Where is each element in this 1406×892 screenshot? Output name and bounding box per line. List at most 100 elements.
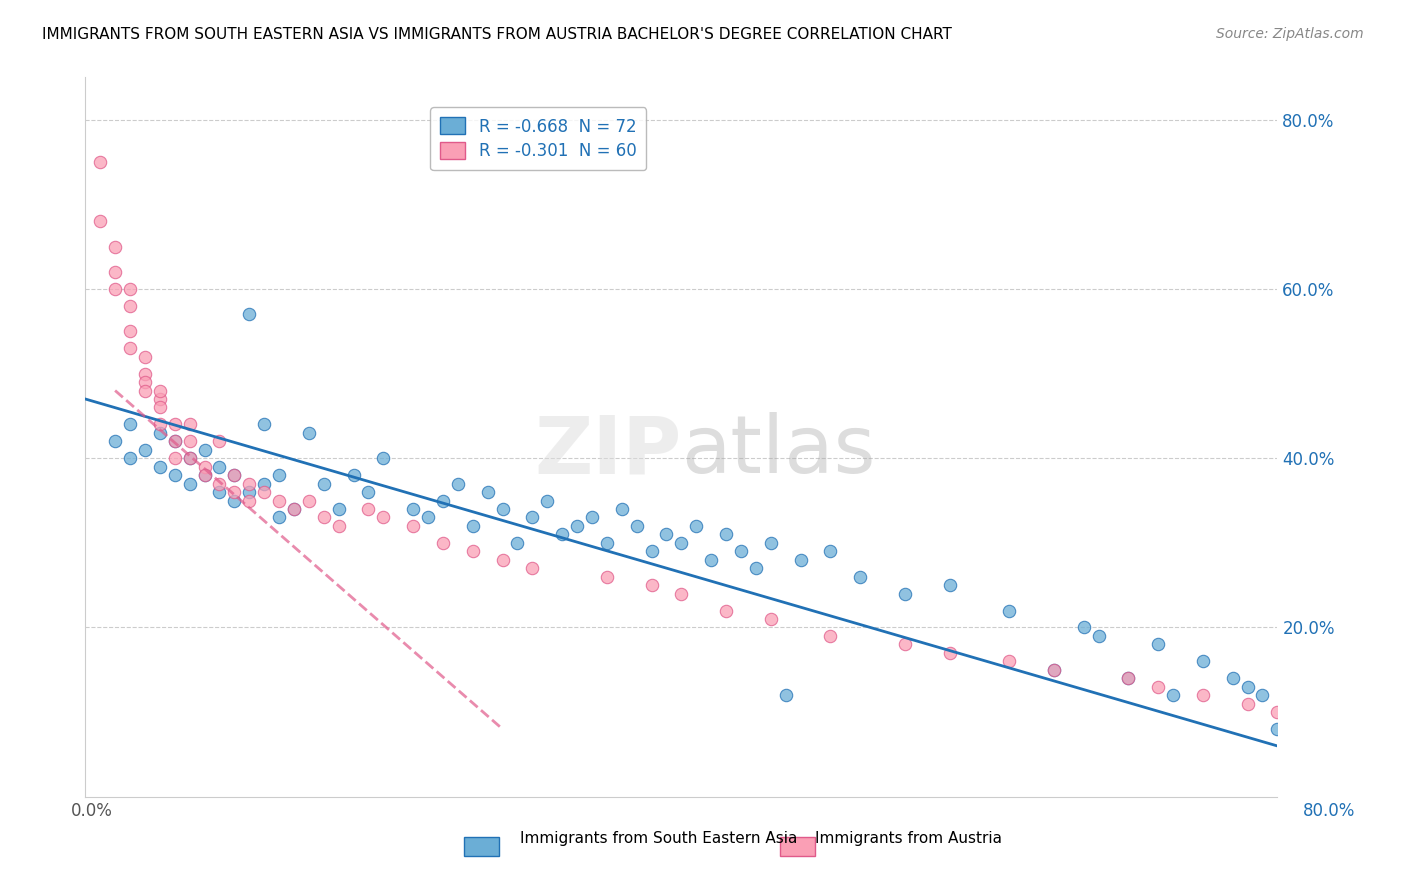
Point (283, 502, 305, 516)
Point (298, 425, 321, 440)
Point (522, 561, 544, 575)
Point (118, 282, 141, 296)
Point (179, 451, 201, 466)
Point (626, 519, 648, 533)
Point (118, 341, 141, 355)
Point (104, 265, 127, 279)
Point (522, 510, 544, 524)
Point (283, 502, 305, 516)
Point (134, 350, 156, 364)
Point (208, 434, 231, 449)
Point (238, 476, 260, 491)
Point (1251, 688, 1274, 702)
Point (820, 544, 842, 558)
Point (267, 493, 290, 508)
Point (193, 468, 215, 483)
Point (596, 570, 619, 584)
Point (224, 468, 246, 483)
Point (134, 384, 156, 398)
Point (373, 510, 395, 524)
Point (894, 587, 917, 601)
Point (1267, 705, 1289, 719)
Point (238, 485, 260, 500)
Point (1192, 688, 1215, 702)
Point (1192, 654, 1215, 668)
Point (342, 468, 364, 483)
Point (179, 434, 201, 449)
Point (1222, 671, 1244, 685)
Point (1118, 671, 1140, 685)
Point (104, 434, 127, 449)
Point (357, 502, 380, 516)
Point (432, 536, 454, 550)
Point (506, 536, 529, 550)
Point (1087, 629, 1109, 643)
Point (208, 476, 231, 491)
Point (253, 417, 276, 432)
Text: Immigrants from Austria: Immigrants from Austria (815, 831, 1002, 846)
Point (179, 417, 201, 432)
Point (179, 451, 201, 466)
Point (581, 510, 603, 524)
Point (149, 401, 172, 415)
Point (671, 587, 693, 601)
Point (714, 603, 737, 617)
Point (1267, 722, 1289, 736)
Point (461, 544, 484, 558)
Point (461, 519, 484, 533)
Point (208, 485, 231, 500)
Point (671, 536, 693, 550)
Point (1296, 722, 1319, 736)
Point (253, 476, 276, 491)
Point (849, 570, 872, 584)
Point (193, 459, 215, 474)
Point (224, 485, 246, 500)
Point (373, 451, 395, 466)
Point (775, 688, 797, 702)
Point (894, 637, 917, 651)
Point (238, 307, 260, 321)
Text: Immigrants from South Eastern Asia: Immigrants from South Eastern Asia (520, 831, 797, 846)
Point (447, 476, 470, 491)
Point (267, 510, 290, 524)
Point (477, 485, 499, 500)
Point (193, 442, 215, 457)
Point (193, 468, 215, 483)
Point (938, 646, 960, 660)
Point (491, 553, 513, 567)
Point (685, 519, 707, 533)
Point (267, 468, 290, 483)
Point (89, 214, 111, 228)
Point (745, 561, 768, 575)
Point (163, 434, 186, 449)
Point (700, 553, 723, 567)
Point (1147, 680, 1170, 694)
Point (149, 392, 172, 406)
Text: 80.0%: 80.0% (1302, 802, 1355, 820)
Point (402, 519, 425, 533)
Point (149, 417, 172, 432)
Point (312, 510, 335, 524)
Point (565, 519, 588, 533)
Point (610, 502, 633, 516)
Point (118, 451, 141, 466)
Point (328, 519, 350, 533)
Point (759, 612, 782, 626)
Point (104, 282, 127, 296)
Point (759, 536, 782, 550)
Point (224, 468, 246, 483)
Point (536, 493, 558, 508)
Point (104, 240, 127, 254)
Point (328, 502, 350, 516)
Point (640, 578, 662, 592)
Point (134, 367, 156, 381)
Point (224, 493, 246, 508)
Text: atlas: atlas (682, 412, 876, 491)
Point (149, 459, 172, 474)
Point (163, 468, 186, 483)
Point (1043, 663, 1066, 677)
Point (163, 417, 186, 432)
Point (416, 510, 439, 524)
Point (938, 578, 960, 592)
Point (714, 527, 737, 541)
